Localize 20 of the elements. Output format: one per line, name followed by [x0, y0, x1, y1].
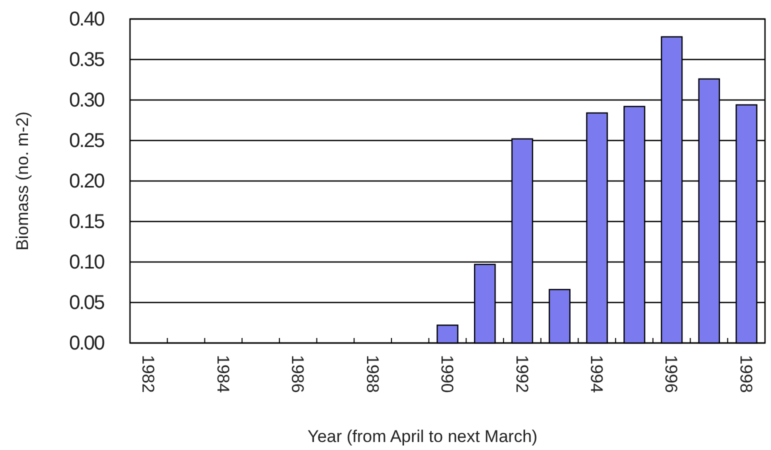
x-tick-label: 1988	[362, 355, 382, 393]
y-tick-label: 0.15	[69, 210, 105, 233]
y-tick-label: 0.40	[69, 8, 105, 30]
x-tick-label: 1986	[288, 355, 308, 393]
x-tick-label: 1990	[438, 355, 457, 393]
y-tick-label: 0.05	[69, 292, 105, 314]
x-axis-title: Year (from April to next March)	[308, 427, 538, 446]
x-tick-label: 1996	[662, 355, 681, 393]
y-tick-label: 0.30	[69, 89, 105, 112]
y-tick-label: 0.00	[69, 332, 105, 354]
x-tick-label: 1998	[736, 355, 756, 393]
y-axis-title: Biomass (no. m-2)	[13, 112, 32, 250]
y-tick-label: 0.35	[69, 48, 105, 71]
x-tick-label: 1984	[213, 355, 232, 393]
y-tick-label: 0.10	[69, 251, 105, 274]
x-tick-label: 1992	[512, 355, 532, 393]
x-tick-label: 1994	[586, 355, 606, 393]
y-tick-label: 0.20	[69, 170, 105, 192]
x-tick-label: 1982	[138, 355, 158, 393]
y-tick-label: 0.25	[69, 130, 105, 152]
